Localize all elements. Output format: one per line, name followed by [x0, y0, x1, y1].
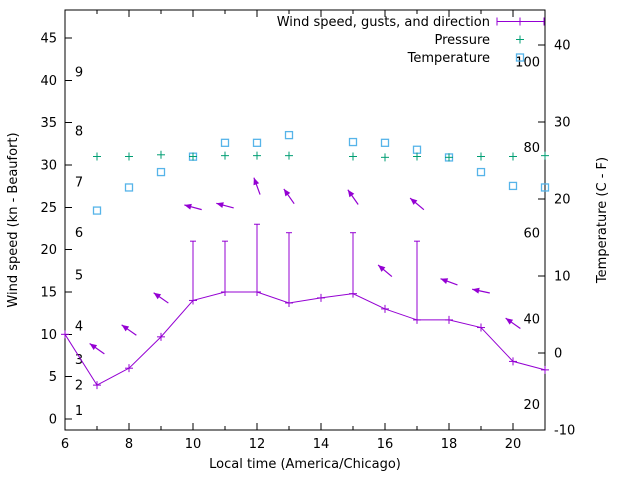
x-tick-label: 10	[185, 437, 202, 452]
fahrenheit-label: 60	[523, 227, 540, 242]
x-tick-label: 20	[505, 437, 522, 452]
x-tick-label: 16	[377, 437, 394, 452]
legend-label-pressure: Pressure	[434, 33, 490, 48]
y-axis-left-label: Wind speed (kn - Beaufort)	[6, 132, 21, 307]
beaufort-label: 6	[75, 226, 83, 241]
y-right-tick-label: 0	[554, 347, 562, 362]
legend: Wind speed, gusts, and direction Pressure…	[277, 15, 545, 66]
fahrenheit-label: 40	[523, 312, 540, 327]
fahrenheit-label: 80	[523, 141, 540, 156]
y-axis-right: -10 0 10 20 30 40 100 80 60 40 20 Temperature (C - …	[515, 39, 610, 439]
x-tick-label: 6	[61, 437, 69, 452]
fahrenheit-label: 20	[523, 398, 540, 413]
y-left-tick-label: 40	[40, 74, 57, 89]
y-left-tick-label: 20	[40, 243, 57, 258]
y-left-tick-label: 35	[40, 116, 57, 131]
y-left-tick-label: 15	[40, 285, 57, 300]
pressure-series	[93, 150, 549, 162]
y-right-tick-label: -10	[554, 424, 575, 439]
beaufort-label: 2	[75, 379, 83, 394]
fahrenheit-label: 100	[515, 56, 540, 71]
temperature-series	[92, 130, 550, 215]
wind-series	[61, 223, 549, 390]
x-axis-label: Local time (America/Chicago)	[209, 457, 401, 472]
beaufort-label: 9	[75, 65, 83, 80]
beaufort-label: 4	[75, 319, 83, 334]
y-left-tick-label: 5	[49, 370, 57, 385]
x-tick-label: 12	[249, 437, 266, 452]
y-right-tick-label: 40	[554, 39, 571, 54]
x-tick-label: 14	[313, 437, 330, 452]
y-right-tick-label: 20	[554, 193, 571, 208]
y-axis-right-label: Temperature (C - F)	[595, 157, 610, 284]
wind-direction-arrows	[89, 177, 521, 355]
y-left-tick-label: 25	[40, 201, 57, 216]
y-left-tick-label: 30	[40, 158, 57, 173]
y-right-tick-label: 30	[554, 116, 571, 131]
beaufort-label: 8	[75, 125, 83, 140]
legend-label-wind: Wind speed, gusts, and direction	[277, 15, 490, 30]
y-left-tick-label: 45	[40, 31, 57, 46]
plot-border	[64, 9, 546, 431]
beaufort-label: 5	[75, 269, 83, 284]
beaufort-label: 7	[75, 175, 83, 190]
y-left-tick-label: 10	[40, 328, 57, 343]
beaufort-label: 1	[75, 404, 83, 419]
x-tick-label: 18	[441, 437, 458, 452]
legend-label-temperature: Temperature	[407, 51, 490, 66]
y-right-tick-label: 10	[554, 270, 571, 285]
y-left-tick-label: 0	[49, 412, 57, 427]
beaufort-label: 3	[75, 353, 83, 368]
x-tick-label: 8	[125, 437, 133, 452]
